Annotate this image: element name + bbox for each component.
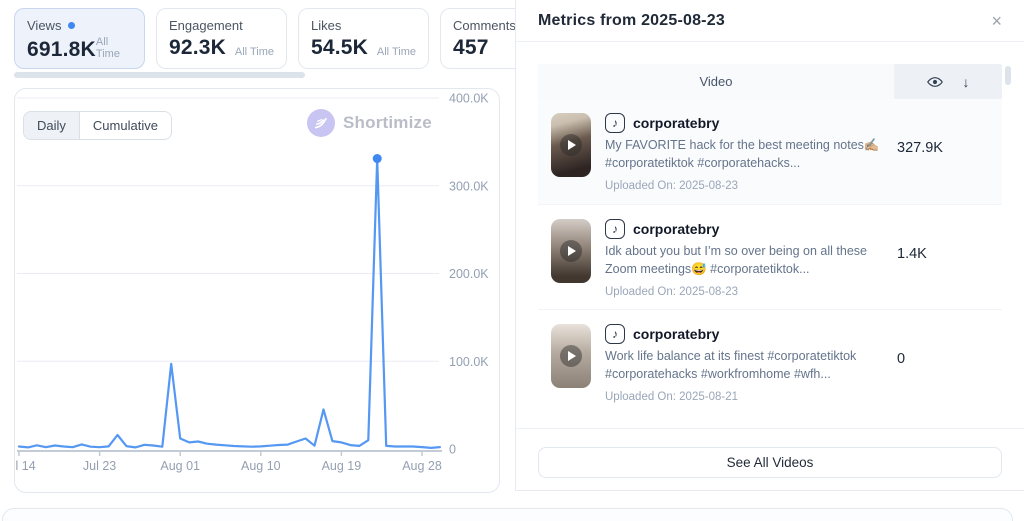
svg-text:0: 0: [449, 443, 456, 457]
video-username: corporatebry: [633, 115, 720, 131]
shortimize-wordmark: Shortimize: [343, 113, 432, 132]
svg-text:100.0K: 100.0K: [449, 355, 489, 369]
table-header-row: Video ↓: [538, 64, 1002, 99]
toggle-daily[interactable]: Daily: [24, 112, 80, 139]
metric-cards-row: Views 691.8K All Time Engagement 92.3K A…: [14, 8, 515, 69]
svg-text:Jul 14: Jul 14: [15, 459, 36, 473]
sort-desc-icon: ↓: [962, 73, 970, 90]
video-username: corporatebry: [633, 326, 720, 342]
svg-text:300.0K: 300.0K: [449, 179, 489, 193]
play-icon: [560, 345, 582, 367]
shortimize-watermark: Shortimize: [307, 109, 432, 137]
bottom-page-card: [2, 508, 1013, 521]
video-info: ♪ corporatebry Work life balance at its …: [605, 324, 894, 403]
tiktok-icon: ♪: [605, 219, 625, 239]
metric-period: All Time: [234, 46, 274, 58]
metric-value: 54.5K: [311, 36, 369, 59]
video-description: Work life balance at its finest #corpora…: [605, 349, 857, 381]
svg-text:400.0K: 400.0K: [449, 92, 489, 106]
toggle-cumulative[interactable]: Cumulative: [79, 112, 171, 139]
play-icon: [560, 240, 582, 262]
shortimize-logo-icon: [307, 109, 335, 137]
cards-horizontal-scrollbar[interactable]: [14, 72, 305, 78]
table-vertical-scrollbar[interactable]: [1005, 66, 1011, 85]
video-description: Idk about you but I’m so over being on a…: [605, 244, 867, 276]
panel-footer: See All Videos: [516, 429, 1024, 496]
svg-text:Aug 28: Aug 28: [402, 459, 442, 473]
svg-text:Aug 01: Aug 01: [160, 459, 200, 473]
metric-label: Views: [27, 18, 62, 33]
video-view-count: 0: [897, 351, 906, 367]
video-row[interactable]: ♪ corporatebry Work life balance at its …: [538, 309, 1002, 414]
metrics-detail-panel: Metrics from 2025-08-23 × Video ↓: [515, 0, 1024, 491]
views-sort-header[interactable]: ↓: [894, 64, 1002, 99]
svg-text:200.0K: 200.0K: [449, 267, 489, 281]
metric-period: All Time: [376, 46, 416, 58]
eye-icon: [926, 76, 943, 87]
metric-label: Engagement: [169, 18, 243, 33]
metric-card-comments[interactable]: Comments 457 All Time: [440, 8, 515, 69]
metric-card-engagement[interactable]: Engagement 92.3K All Time: [156, 8, 287, 69]
metric-label: Likes: [311, 18, 342, 33]
metric-label: Comments: [453, 18, 515, 33]
panel-header: Metrics from 2025-08-23 ×: [516, 0, 1024, 42]
metric-period: All Time: [95, 36, 120, 60]
metric-value: 92.3K: [169, 36, 227, 59]
video-row[interactable]: ♪ corporatebry My FAVORITE hack for the …: [538, 99, 1002, 204]
videos-table: Video ↓ ♪ corporatebry: [538, 64, 1011, 414]
active-metric-dot-icon: [68, 22, 76, 29]
metric-value: 457: [453, 36, 489, 59]
video-upload-date: Uploaded On: 2025-08-23: [605, 285, 738, 298]
video-column-header: Video: [699, 74, 733, 89]
svg-text:Aug 10: Aug 10: [241, 459, 281, 473]
video-info: ♪ corporatebry Idk about you but I’m so …: [605, 219, 894, 298]
video-info: ♪ corporatebry My FAVORITE hack for the …: [605, 113, 894, 192]
svg-text:Aug 19: Aug 19: [322, 459, 362, 473]
panel-title: Metrics from 2025-08-23: [538, 11, 725, 29]
video-upload-date: Uploaded On: 2025-08-21: [605, 390, 738, 403]
metric-value: 691.8K: [27, 38, 96, 61]
metric-card-likes[interactable]: Likes 54.5K All Time: [298, 8, 429, 69]
video-view-count: 327.9K: [897, 140, 943, 156]
see-all-videos-button[interactable]: See All Videos: [538, 447, 1002, 478]
tiktok-icon: ♪: [605, 113, 625, 133]
analytics-left-area: Views 691.8K All Time Engagement 92.3K A…: [14, 8, 515, 493]
views-line-chart[interactable]: 0 100.0K 200.0K 300.0K 400.0K Jul 14 Jul 23 Aug…: [15, 89, 501, 494]
footer-divider: [516, 428, 1024, 429]
chart-mode-toggle: Daily Cumulative: [23, 111, 172, 140]
tiktok-icon: ♪: [605, 324, 625, 344]
video-view-count: 1.4K: [897, 246, 927, 262]
views-chart-card: Daily Cumulative Shortimize 0 100.0K 200.0…: [14, 88, 500, 493]
video-thumbnail[interactable]: [551, 219, 591, 283]
metric-card-views[interactable]: Views 691.8K All Time: [14, 8, 145, 69]
video-thumbnail[interactable]: [551, 324, 591, 388]
video-thumbnail[interactable]: [551, 113, 591, 177]
play-icon: [560, 134, 582, 156]
video-upload-date: Uploaded On: 2025-08-23: [605, 179, 738, 192]
video-username: corporatebry: [633, 221, 720, 237]
video-row[interactable]: ♪ corporatebry Idk about you but I’m so …: [538, 204, 1002, 309]
svg-text:Jul 23: Jul 23: [83, 459, 116, 473]
video-description: My FAVORITE hack for the best meeting no…: [605, 138, 880, 170]
close-icon[interactable]: ×: [991, 10, 1002, 31]
